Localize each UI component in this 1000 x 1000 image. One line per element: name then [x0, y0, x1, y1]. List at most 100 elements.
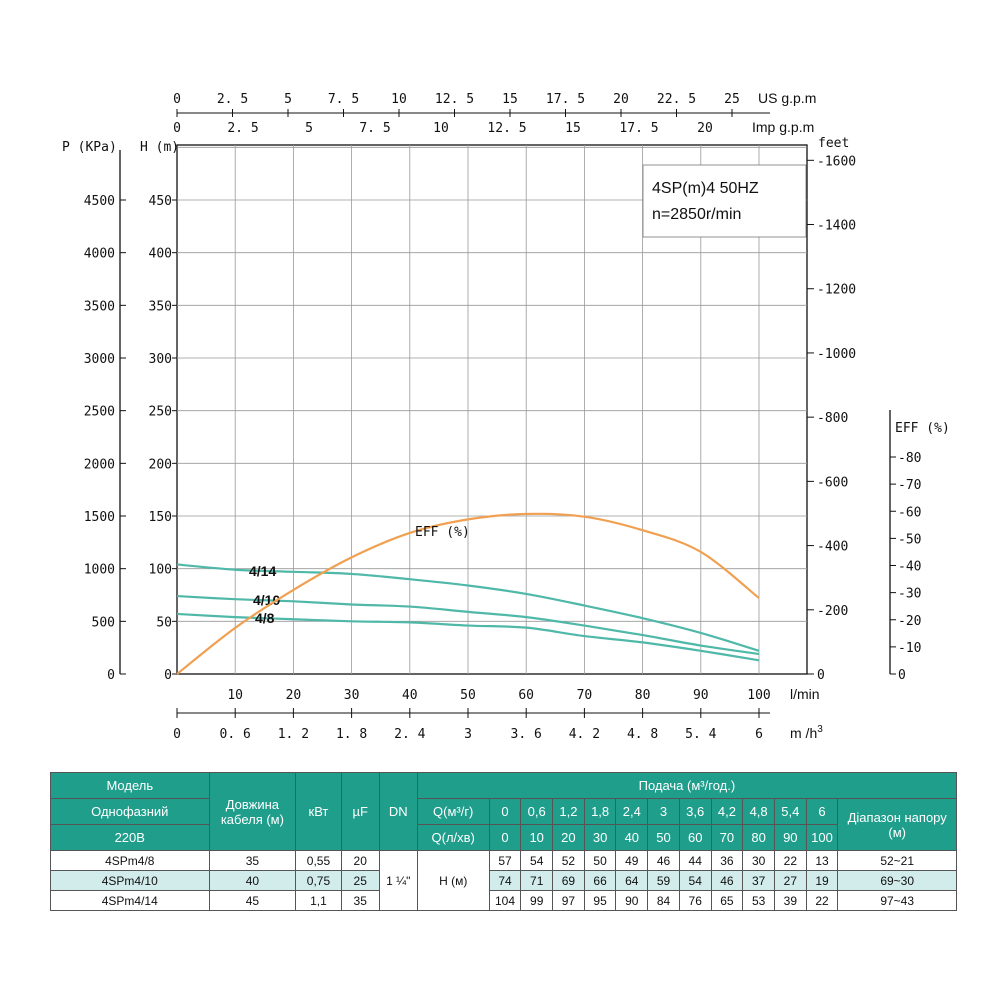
head-cell: 57 [488, 850, 522, 871]
head-cell: 37 [742, 870, 775, 891]
head-cell: 53 [742, 890, 775, 911]
curve-label-4-10: 4/10 [253, 592, 280, 608]
lmin-tick-label: 100 [747, 688, 770, 703]
us-gpm-axis-title: US g.p.m [758, 90, 816, 106]
q-lmin-cell: 50 [647, 824, 680, 851]
head-cell: 66 [583, 870, 617, 891]
q-m3-cell: 0 [488, 798, 522, 825]
model-cell: 4SPm4/10 [50, 870, 210, 891]
head-cell: 46 [647, 850, 680, 871]
eff-tick-label: -50 [898, 532, 921, 547]
feet-tick-label: -1400 [817, 219, 856, 234]
m3h-tick-label: 2. 4 [394, 727, 425, 742]
q-m3-cell: 5,4 [773, 798, 807, 825]
us-gpm-tick-label: 25 [724, 92, 740, 107]
supply-header: Подача (м³/год.) [416, 772, 958, 799]
head-cell: 54 [678, 870, 712, 891]
range-cell: 97~43 [837, 890, 957, 911]
curve-eff- [176, 512, 760, 675]
capacitor-cell: 35 [340, 890, 380, 911]
q-m3-cell: 3 [647, 798, 680, 825]
head-cell: 22 [805, 890, 839, 911]
q-m3-cell: 2,4 [615, 798, 649, 825]
range-cell: 52~21 [837, 850, 957, 871]
h-tick-label: 350 [149, 299, 172, 314]
q-lmin-cell: 60 [678, 824, 712, 851]
pump-performance-chart: 4SP(m)4 50HZn=2850r/min05010015020025030… [62, 90, 950, 742]
head-cell: 84 [647, 890, 680, 911]
m3h-axis-title: m /h3 [790, 724, 823, 741]
q-lmin-cell: 70 [710, 824, 744, 851]
head-cell: 54 [520, 850, 554, 871]
m3h-tick-label: 0 [173, 727, 181, 742]
m3h-tick-label: 4. 2 [569, 727, 600, 742]
feet-tick-label: -1200 [817, 283, 856, 298]
pressure-tick-label: 500 [92, 615, 115, 630]
pressure-tick-label: 2500 [84, 405, 115, 420]
q-lmin-cell: 100 [805, 824, 839, 851]
q-lmin-cell: 40 [615, 824, 649, 851]
feet-tick-label: -1000 [817, 347, 856, 362]
lmin-tick-label: 90 [693, 688, 709, 703]
feet-tick-label: -600 [817, 475, 848, 490]
lmin-tick-label: 50 [460, 688, 476, 703]
model-cell: 4SPm4/8 [50, 850, 210, 871]
h-tick-label: 250 [149, 405, 172, 420]
q-lmin-cell: 30 [583, 824, 617, 851]
info-box [642, 164, 807, 238]
head-label-cell: H (м) [416, 850, 490, 911]
head-cell: 46 [710, 870, 744, 891]
lmin-axis-title: l/min [790, 686, 820, 702]
us-gpm-tick-label: 22. 5 [657, 92, 696, 107]
feet-tick-label: -1600 [817, 154, 856, 169]
imp-gpm-tick-label: 12. 5 [487, 121, 526, 136]
imp-gpm-tick-label: 10 [433, 121, 449, 136]
power-header: кВт [295, 772, 342, 851]
q-m3-cell: 6 [805, 798, 839, 825]
h-tick-label: 200 [149, 457, 172, 472]
model-cell: 4SPm4/14 [50, 890, 210, 911]
head-cell: 49 [615, 850, 649, 871]
m3h-tick-label: 3. 6 [511, 727, 542, 742]
eff-tick-label: -10 [898, 641, 921, 656]
h-tick-label: 150 [149, 510, 172, 525]
eff-axis-title: EFF (%) [895, 421, 950, 436]
pressure-tick-label: 3000 [84, 352, 115, 367]
pressure-axis-title: P (KPa) [62, 140, 117, 155]
lmin-tick-label: 70 [577, 688, 593, 703]
range-cell: 69~30 [837, 870, 957, 891]
head-cell: 74 [488, 870, 522, 891]
q-lmin-cell: 10 [520, 824, 554, 851]
head-cell: 90 [615, 890, 649, 911]
m3h-tick-label: 1. 8 [336, 727, 367, 742]
model-header: Модель [50, 772, 210, 799]
phase-header: Однофазний [50, 798, 210, 825]
head-cell: 59 [647, 870, 680, 891]
q-lmin-cell: 20 [552, 824, 585, 851]
h-tick-label: 0 [164, 668, 172, 683]
head-range-header: Діапазон напору (м) [837, 798, 957, 851]
m3h-tick-label: 0. 6 [220, 727, 251, 742]
head-cell: 64 [615, 870, 649, 891]
power-cell: 0,55 [295, 850, 342, 871]
head-cell: 104 [488, 890, 522, 911]
spec-table: Модель Довжина кабеля (м) кВт µF DN Пода… [50, 772, 958, 911]
pressure-tick-label: 3500 [84, 299, 115, 314]
q-m3-cell: 4,8 [742, 798, 775, 825]
lmin-tick-label: 10 [227, 688, 243, 703]
cable-cell: 35 [208, 850, 297, 871]
curve-label-4-8: 4/8 [255, 610, 275, 626]
imp-gpm-axis-title: Imp g.p.m [752, 119, 814, 135]
power-cell: 0,75 [295, 870, 342, 891]
plot-frame [176, 144, 808, 675]
head-cell: 22 [773, 850, 807, 871]
h-tick-label: 300 [149, 352, 172, 367]
cable-cell: 40 [208, 870, 297, 891]
head-cell: 99 [520, 890, 554, 911]
dn-header: DN [378, 772, 418, 851]
us-gpm-tick-label: 17. 5 [546, 92, 585, 107]
us-gpm-tick-label: 20 [613, 92, 629, 107]
lmin-tick-label: 80 [635, 688, 651, 703]
eff-tick-label: -30 [898, 587, 921, 602]
q-m3-cell: 3,6 [678, 798, 712, 825]
